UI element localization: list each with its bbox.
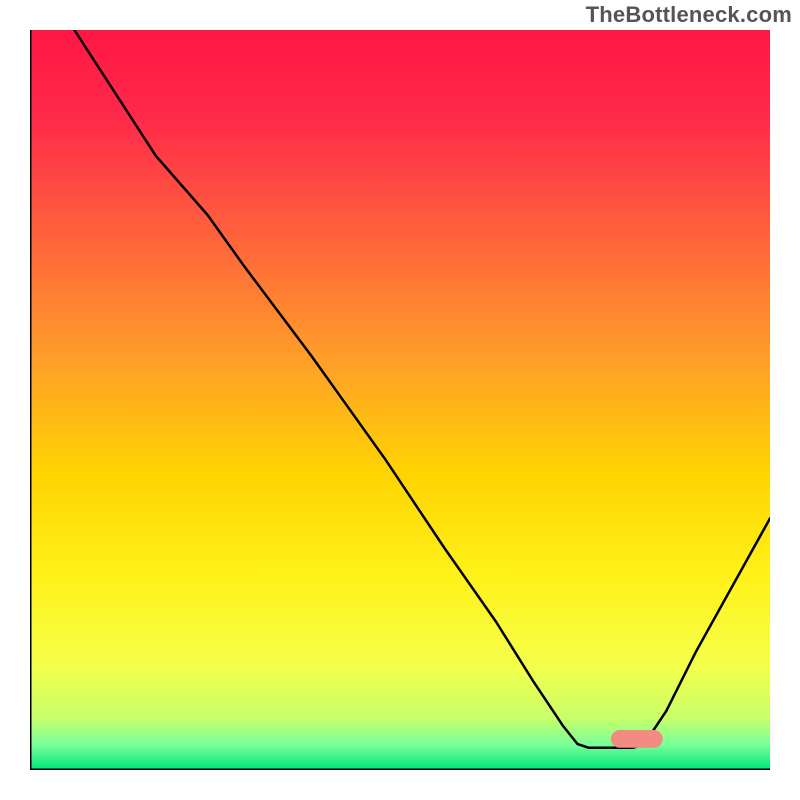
gradient-background <box>30 30 770 770</box>
plot-svg <box>30 30 770 770</box>
plot-area <box>30 30 770 770</box>
optimal-marker <box>611 730 663 748</box>
chart-container: TheBottleneck.com <box>0 0 800 800</box>
watermark-text: TheBottleneck.com <box>586 2 792 28</box>
